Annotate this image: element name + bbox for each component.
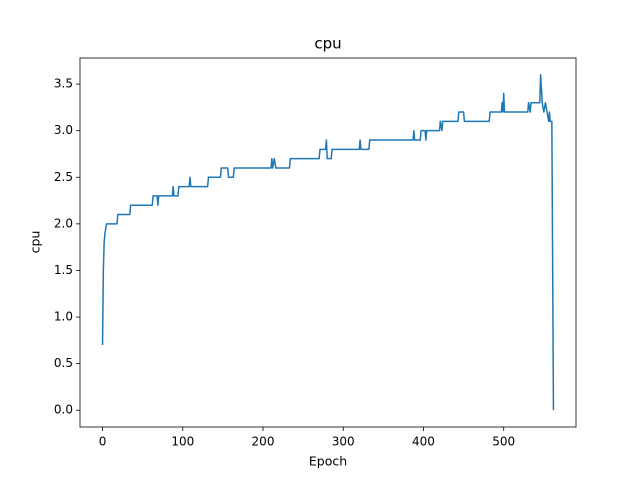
- y-tick-label: 2.5: [54, 170, 73, 184]
- x-tick-label: 400: [412, 435, 435, 449]
- y-axis-label: cpu: [28, 231, 43, 254]
- y-tick-label: 1.0: [54, 310, 73, 324]
- y-tick-label: 0.5: [54, 356, 73, 370]
- data-line: [101, 74, 555, 411]
- y-tick-label: 0.0: [54, 403, 73, 417]
- y-tick-label: 3.0: [54, 123, 73, 137]
- y-tick-label: 1.5: [54, 263, 73, 277]
- chart-title: cpu: [314, 35, 341, 53]
- x-tick-label: 500: [492, 435, 515, 449]
- plot-frame: [79, 57, 577, 428]
- x-axis-label: Epoch: [309, 454, 347, 469]
- y-tick-label: 3.5: [54, 77, 73, 91]
- x-tick-label: 300: [332, 435, 355, 449]
- x-tick-label: 0: [99, 435, 107, 449]
- x-tick-label: 100: [171, 435, 194, 449]
- x-tick-label: 200: [252, 435, 275, 449]
- y-tick-label: 2.0: [54, 216, 73, 230]
